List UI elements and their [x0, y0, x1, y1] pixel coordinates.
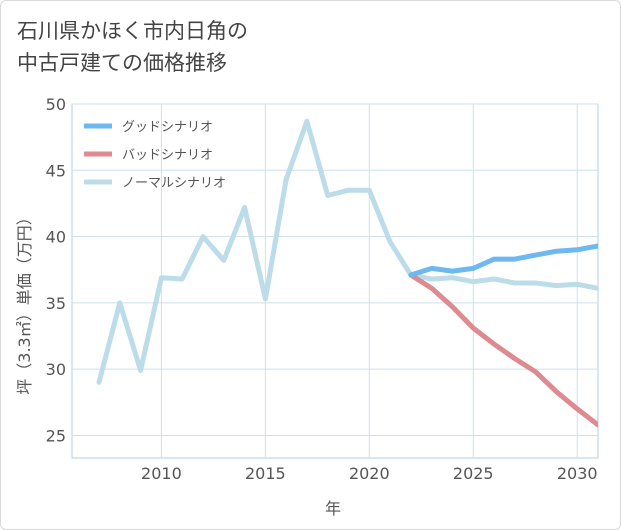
- x-tick-label: 2020: [349, 464, 390, 483]
- chart-title: 石川県かほく市内日角の 中古戸建ての価格推移: [17, 15, 417, 79]
- series-line-2: [96, 118, 598, 385]
- grid-lines: [72, 103, 598, 458]
- series-line-0: [408, 243, 598, 278]
- legend-label-1: バッドシナリオ: [122, 148, 213, 163]
- y-tick-label: 45: [46, 161, 66, 180]
- x-axis-label: 年: [325, 499, 341, 518]
- x-axis-ticks: 2010 2015 2020 2025 2030: [141, 464, 598, 483]
- chart-title-line-2: 中古戸建ての価格推移: [17, 51, 227, 75]
- y-tick-label: 40: [46, 228, 66, 247]
- y-axis-label: 坪（3.3㎡）単価（万円）: [15, 209, 34, 394]
- y-tick-label: 50: [46, 95, 66, 114]
- legend-label-2: ノーマルシナリオ: [122, 176, 226, 191]
- y-tick-label: 25: [46, 426, 66, 445]
- y-axis-ticks: 25 30 35 40 45 50: [46, 95, 66, 445]
- y-tick-label: 35: [46, 294, 66, 313]
- x-tick-label: 2010: [141, 464, 182, 483]
- chart-title-line-1: 石川県かほく市内日角の: [17, 19, 248, 43]
- x-tick-label: 2030: [557, 464, 598, 483]
- series-line-1: [408, 272, 598, 428]
- series-lines: [96, 118, 598, 428]
- legend-label-0: グッドシナリオ: [122, 120, 213, 135]
- x-tick-label: 2015: [245, 464, 286, 483]
- x-tick-label: 2025: [453, 464, 494, 483]
- y-tick-label: 30: [46, 360, 66, 379]
